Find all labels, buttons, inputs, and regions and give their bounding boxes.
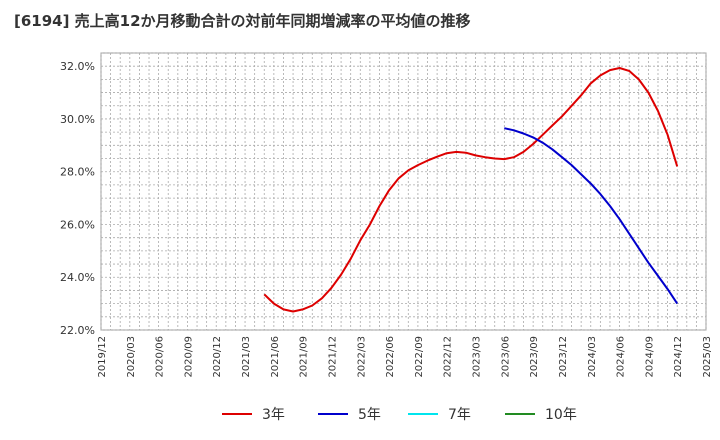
x-tick-label: 2020/06 — [155, 336, 166, 378]
x-tick-label: 2020/03 — [126, 336, 137, 378]
plot-area — [100, 52, 707, 331]
series-line-5年 — [504, 127, 679, 305]
legend-label: 10年 — [545, 407, 577, 423]
y-tick-label: 30.0% — [60, 113, 95, 126]
series-layer — [263, 67, 679, 313]
x-tick-label: 2023/06 — [500, 336, 511, 378]
x-tick-label: 2023/12 — [558, 336, 569, 378]
x-tick-label: 2022/09 — [414, 336, 425, 378]
legend-label: 5年 — [358, 407, 381, 423]
x-tick-label: 2022/12 — [443, 336, 454, 378]
x-tick-label: 2021/03 — [241, 336, 252, 378]
x-tick-label: 2019/12 — [97, 336, 108, 378]
x-tick-label: 2021/06 — [270, 336, 281, 378]
x-tick-label: 2023/09 — [529, 336, 540, 378]
x-tick-label: 2022/03 — [356, 336, 367, 378]
x-tick-label: 2024/03 — [587, 336, 598, 378]
x-tick-label: 2022/06 — [385, 336, 396, 378]
x-tick-label: 2023/03 — [472, 336, 483, 378]
x-tick-label: 2025/03 — [702, 336, 713, 378]
series-line-3年 — [263, 67, 679, 313]
y-tick-label: 32.0% — [60, 60, 95, 73]
legend-label: 7年 — [448, 407, 471, 423]
x-tick-label: 2024/06 — [616, 336, 627, 378]
y-tick-label: 22.0% — [60, 324, 95, 337]
legend: 3年 5年 7年 10年 — [222, 407, 577, 423]
x-tick-label: 2021/12 — [327, 336, 338, 378]
y-tick-label: 28.0% — [60, 166, 95, 179]
y-axis: 22.0% 24.0% 26.0% 28.0% 30.0% 32.0% — [60, 60, 95, 337]
y-tick-label: 26.0% — [60, 218, 95, 231]
grid-layer — [100, 52, 707, 331]
legend-label: 3年 — [262, 407, 285, 423]
chart-title: [6194] 売上高12か月移動合計の対前年同期増減率の平均値の推移 — [14, 12, 471, 30]
x-tick-label: 2020/12 — [212, 336, 223, 378]
x-tick-label: 2021/09 — [299, 336, 310, 378]
x-axis: 2019/12 2020/03 2020/06 2020/09 2020/12 2021/… — [97, 336, 713, 378]
x-tick-label: 2024/09 — [644, 336, 655, 378]
x-tick-label: 2020/09 — [183, 336, 194, 378]
y-tick-label: 24.0% — [60, 271, 95, 284]
x-tick-label: 2024/12 — [673, 336, 684, 378]
